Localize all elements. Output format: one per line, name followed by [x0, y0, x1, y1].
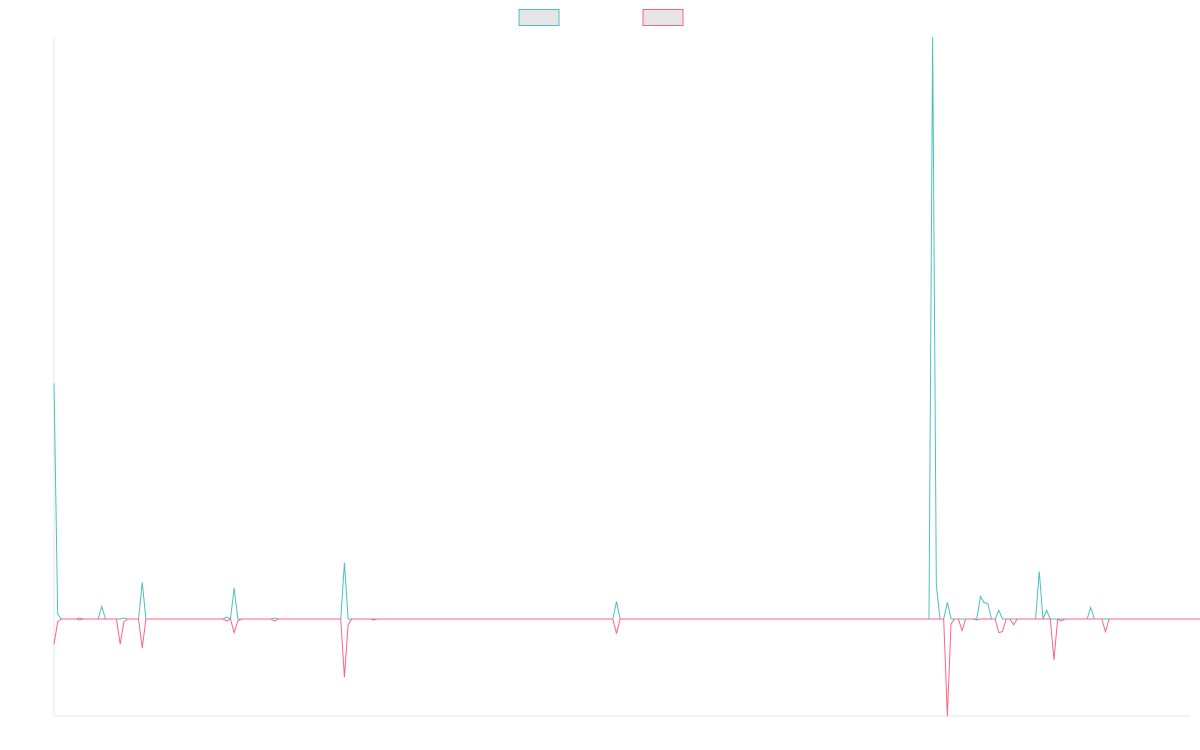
legend[interactable]	[518, 9, 684, 26]
legend-swatch-1[interactable]	[518, 9, 560, 26]
legend-swatch-2[interactable]	[642, 9, 684, 26]
plot-area	[53, 36, 1200, 717]
series-line-2	[53, 618, 1200, 717]
series-line-1	[53, 36, 1198, 620]
